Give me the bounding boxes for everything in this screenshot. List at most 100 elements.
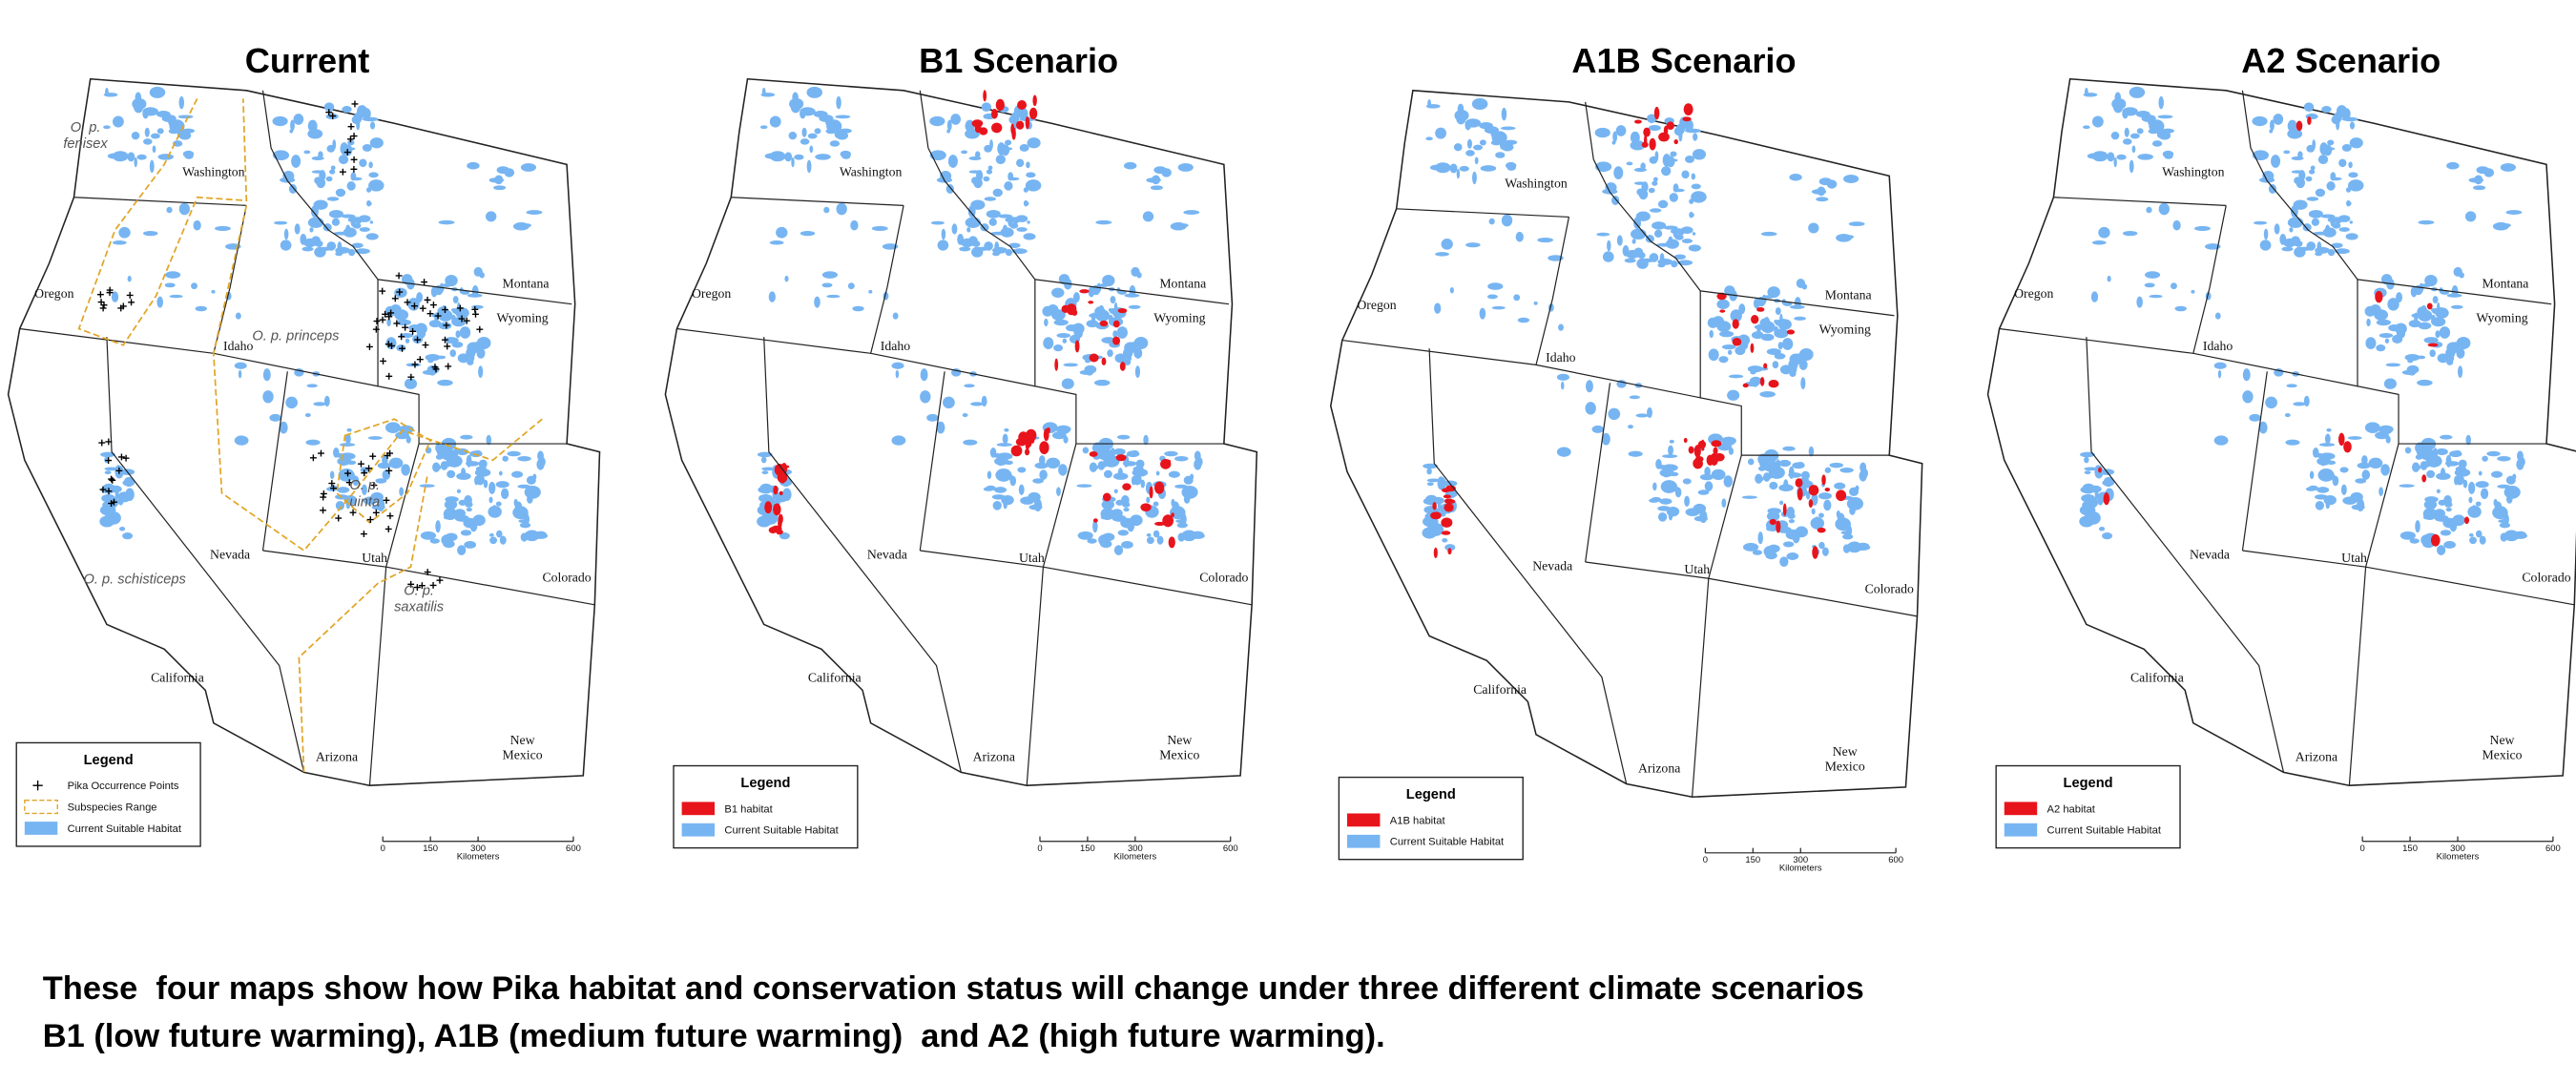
habitat-patch (2309, 470, 2315, 480)
future-habitat-patch (1092, 518, 1098, 523)
state-border (1341, 339, 1701, 399)
habitat-patch (1486, 294, 1498, 300)
habitat-patch (1116, 326, 1128, 339)
future-habitat-patch (1162, 514, 1174, 528)
future-habitat-patch (1443, 494, 1451, 499)
future-habitat-patch (1039, 441, 1049, 455)
state-border (2365, 443, 2399, 568)
habitat-patch (800, 138, 810, 145)
habitat-patch (2084, 87, 2088, 97)
habitat-patch (2158, 95, 2164, 110)
habitat-patch (310, 205, 319, 218)
occurrence-point (407, 373, 415, 381)
habitat-patch (1782, 302, 1793, 306)
state-label: Utah (1019, 551, 1045, 565)
habitat-patch (1425, 136, 1433, 141)
future-habitat-patch (1763, 363, 1768, 369)
future-habitat-patch (1658, 132, 1670, 142)
habitat-patch (2464, 211, 2477, 222)
habitat-patch (2269, 129, 2274, 134)
habitat-patch (1648, 187, 1655, 194)
future-habitat-patch (2430, 533, 2441, 547)
habitat-patch (451, 341, 464, 348)
subspecies-label: O. p. uinta (349, 478, 380, 510)
caption-line: B1 (low future warming), A1B (medium fut… (43, 1018, 1385, 1054)
habitat-patch (1673, 254, 1686, 260)
occurrence-point (320, 489, 327, 497)
habitat-patch (1688, 244, 1701, 252)
habitat-patch (274, 220, 288, 225)
habitat-patch (507, 450, 521, 457)
habitat-patch (2281, 246, 2294, 252)
habitat-patch (2136, 128, 2144, 135)
occurrence-point (365, 344, 373, 350)
habitat-patch (929, 150, 946, 161)
future-habitat-patch (1688, 446, 1694, 454)
habitat-patch (759, 125, 768, 130)
habitat-patch (304, 413, 311, 418)
habitat-patch (1859, 469, 1867, 482)
legend-title: Legend (2064, 776, 2113, 791)
state-label: California (808, 671, 862, 685)
habitat-patch (998, 214, 1013, 219)
habitat-patch (2517, 450, 2524, 462)
habitat-patch (759, 483, 773, 494)
habitat-patch (1423, 463, 1439, 469)
occurrence-point (432, 365, 440, 373)
habitat-patch (2500, 162, 2516, 172)
habitat-patch (1018, 484, 1025, 495)
habitat-patch (532, 473, 537, 480)
state-label: New Mexico (1159, 733, 1199, 761)
habitat-patch (365, 233, 379, 240)
habitat-patch (1100, 514, 1109, 520)
habitat-patch (824, 116, 830, 126)
habitat-patch (192, 283, 197, 288)
habitat-patch (1756, 323, 1761, 336)
habitat-patch (195, 305, 207, 312)
state-border (2348, 567, 2367, 786)
habitat-patch (891, 362, 904, 369)
legend-symbol (2004, 823, 2038, 837)
habitat-patch (382, 469, 391, 480)
occurrence-point (396, 288, 404, 296)
habitat-patch (1098, 283, 1109, 287)
habitat-patch (1735, 345, 1746, 356)
future-habitat-patch (1017, 99, 1028, 110)
habitat-patch (475, 474, 485, 486)
habitat-patch (2387, 298, 2399, 311)
habitat-patch (2399, 484, 2415, 488)
habitat-patch (1087, 538, 1097, 544)
occurrence-point (384, 341, 392, 348)
future-habitat-patch (1115, 454, 1127, 462)
habitat-patch (338, 155, 349, 165)
legend-symbol (32, 781, 43, 791)
habitat-patch (1114, 353, 1127, 364)
state-border (385, 566, 595, 606)
legend-title: Legend (84, 753, 134, 768)
habitat-patch (1136, 272, 1142, 279)
habitat-patch (1103, 454, 1120, 468)
habitat-patch (984, 241, 993, 251)
habitat-patch (2440, 434, 2453, 440)
habitat-patch (2091, 240, 2107, 245)
habitat-patch (2346, 200, 2352, 206)
habitat-patch (1726, 439, 1735, 446)
habitat-patch (366, 200, 372, 206)
state-label: Montana (1159, 276, 1206, 290)
occurrence-point (105, 457, 113, 465)
habitat-patch (1449, 286, 1454, 294)
habitat-patch (839, 128, 852, 134)
habitat-patch (2305, 176, 2313, 182)
habitat-patch (2293, 402, 2306, 406)
habitat-patch (104, 467, 118, 471)
habitat-patch (526, 210, 543, 216)
state-label-line: New (510, 733, 535, 747)
future-habitat-patch (1117, 307, 1128, 314)
habitat-patch (1767, 544, 1780, 553)
habitat-patch (2131, 145, 2136, 154)
habitat-patch (2351, 504, 2365, 510)
habitat-patch (989, 448, 997, 458)
future-habitat-patch (2375, 290, 2383, 303)
state-label: Wyoming (2476, 311, 2527, 325)
habitat-patch (314, 177, 322, 184)
